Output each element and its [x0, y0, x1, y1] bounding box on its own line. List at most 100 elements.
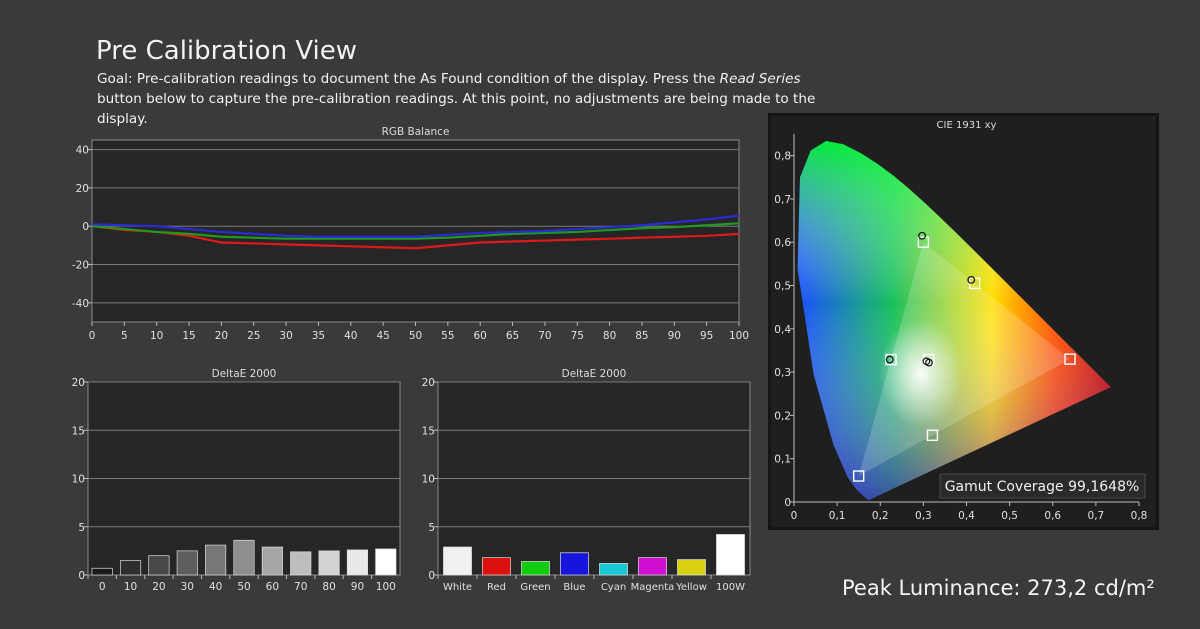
cie-1931-chart: CIE 1931 xy 0,8 0,7 0,6 0,5 0,4 0,3 0,2 0,1 00 0,1… [774, 120, 1148, 522]
x-tick-label: Magenta [631, 582, 675, 593]
rgb-balance-chart: RGB Balance 40 20 0 -20 -40 0 5 10 15 20 25 30 35 40 45… [72, 126, 749, 342]
page-title: Pre Calibration View [96, 36, 358, 66]
goal-suffix: button below to capture the pre-calibrat… [97, 91, 816, 127]
measured-point [922, 357, 931, 366]
x-tick-label: 0 [89, 330, 96, 342]
x-tick-label: 35 [312, 330, 325, 342]
x-tick-label: Cyan [601, 582, 626, 593]
bar-30 [176, 550, 198, 576]
x-tick-label: 0,7 [1088, 510, 1105, 522]
y-tick-label: 0,6 [774, 237, 791, 249]
y-tick-label: 15 [422, 425, 435, 437]
x-tick-label: 0,8 [1131, 510, 1148, 522]
bar-10 [119, 560, 142, 576]
bar-70 [290, 551, 312, 576]
x-tick-label: 5 [121, 330, 128, 342]
x-tick-label: 50 [409, 330, 422, 342]
series-line-1 [91, 222, 740, 240]
bar-100 [375, 548, 397, 576]
y-tick-label: 0,3 [774, 367, 791, 379]
y-tick-label: 5 [428, 522, 435, 534]
y-tick-label: -20 [72, 260, 89, 272]
x-tick-label: Blue [563, 582, 585, 593]
x-tick-label: 60 [266, 581, 279, 593]
x-tick-label: 65 [506, 330, 519, 342]
bar-cyan [599, 563, 628, 576]
gamut-coverage-label: Gamut Coverage 99,1648% [945, 479, 1140, 495]
x-tick-label: 85 [635, 330, 648, 342]
x-tick-label: 80 [322, 581, 335, 593]
y-tick-label: 0,4 [774, 324, 791, 336]
y-tick-label: 0 [428, 570, 435, 582]
goal-prefix: Goal: Pre-calibration readings to docume… [97, 71, 720, 87]
y-tick-label: 0 [82, 221, 89, 233]
x-tick-label: 55 [441, 330, 454, 342]
target-square [852, 470, 865, 482]
x-tick-label: 0,3 [915, 510, 932, 522]
target-square [917, 236, 930, 248]
y-tick-label: 0 [78, 570, 85, 582]
y-tick-label: 0,7 [774, 194, 791, 206]
x-tick-label: 25 [247, 330, 260, 342]
x-tick-label: 30 [181, 581, 194, 593]
x-tick-label: 0,1 [829, 510, 846, 522]
deltae-colors-chart: DeltaE 2000 20 15 10 5 0 White Red Green Blue Cyan… [422, 368, 751, 593]
bar-90 [346, 549, 369, 576]
x-tick-label: 50 [237, 581, 250, 593]
x-tick-label: 70 [294, 581, 307, 593]
measured-point [885, 355, 894, 364]
y-tick-label: 0,8 [774, 151, 791, 163]
x-tick-label: 40 [209, 581, 222, 593]
x-tick-label: 0 [791, 510, 798, 522]
y-tick-label: 0,5 [774, 281, 791, 293]
bar-magenta [638, 557, 667, 576]
read-series-emphasis: Read Series [719, 71, 801, 87]
x-tick-label: 100 [376, 581, 396, 593]
y-tick-label: 10 [72, 474, 85, 486]
bar-red [482, 557, 511, 576]
x-tick-label: 0,4 [958, 510, 975, 522]
bar-green [521, 561, 550, 576]
x-tick-label: 20 [152, 581, 165, 593]
bar-100w [716, 534, 745, 576]
chart-title: DeltaE 2000 [212, 368, 277, 380]
bar-20 [148, 555, 170, 576]
cie-chart-frame: CIE 1931 xy 0,8 0,7 0,6 0,5 0,4 0,3 0,2 0,1 0 0 0,1… [768, 113, 1159, 530]
x-tick-label: 0 [99, 581, 106, 593]
bar-50 [233, 539, 255, 576]
x-tick-label: 75 [571, 330, 584, 342]
x-tick-label: 90 [351, 581, 364, 593]
y-tick-label: 0,1 [774, 454, 791, 466]
white-point-glow [862, 269, 1002, 450]
y-tick-label: 40 [76, 145, 89, 157]
y-tick-label: 20 [72, 377, 85, 389]
x-tick-label: 70 [538, 330, 551, 342]
bar-80 [318, 550, 340, 576]
measured-point [967, 276, 976, 284]
target-square [926, 429, 939, 442]
x-tick-label: 90 [668, 330, 681, 342]
x-tick-label: 10 [150, 330, 163, 342]
bar-white [443, 546, 472, 576]
x-tick-label: 20 [215, 330, 228, 342]
series-line-0 [91, 225, 740, 250]
x-tick-label: 95 [700, 330, 713, 342]
measured-point [918, 231, 926, 240]
x-tick-label: 100 [729, 330, 749, 342]
x-tick-label: 100W [716, 582, 745, 593]
y-tick-label: 0 [784, 497, 791, 509]
x-tick-label: White [443, 582, 472, 593]
x-tick-label: 0,5 [1001, 510, 1018, 522]
chart-title: CIE 1931 xy [937, 120, 997, 131]
y-tick-label: 5 [78, 522, 85, 534]
y-tick-label: 20 [422, 377, 435, 389]
x-tick-label: 30 [279, 330, 292, 342]
y-tick-label: 0,2 [774, 410, 791, 422]
x-tick-label: Red [487, 582, 506, 593]
bar-60 [261, 546, 283, 576]
x-tick-label: Yellow [675, 582, 707, 593]
y-tick-label: 15 [72, 425, 85, 437]
goal-description: Goal: Pre-calibration readings to docume… [97, 69, 817, 129]
x-tick-label: Green [520, 582, 550, 593]
